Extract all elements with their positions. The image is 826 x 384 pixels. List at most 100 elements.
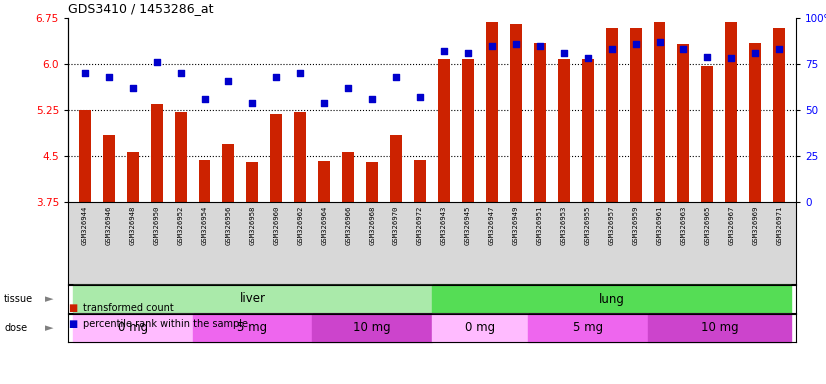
Bar <box>270 114 282 202</box>
Text: GDS3410 / 1453286_at: GDS3410 / 1453286_at <box>68 2 213 15</box>
Text: GSM326953: GSM326953 <box>561 206 567 245</box>
Text: GSM326955: GSM326955 <box>585 206 591 245</box>
Bar <box>102 134 115 202</box>
Bar <box>192 314 312 342</box>
Bar <box>366 162 378 202</box>
Point <box>390 74 403 80</box>
Bar <box>73 314 192 342</box>
Point <box>294 70 307 76</box>
Bar <box>390 134 402 202</box>
Text: GSM326963: GSM326963 <box>681 206 686 245</box>
Point <box>700 54 714 60</box>
Text: GSM326962: GSM326962 <box>297 206 303 245</box>
Text: GSM326943: GSM326943 <box>441 206 447 245</box>
Text: GSM326969: GSM326969 <box>752 206 758 245</box>
Text: dose: dose <box>4 323 27 333</box>
Bar <box>605 28 618 202</box>
Text: 10 mg: 10 mg <box>700 321 738 334</box>
Bar <box>653 22 666 202</box>
Point <box>676 46 690 52</box>
Text: GSM326964: GSM326964 <box>321 206 327 245</box>
Bar <box>749 43 762 202</box>
Bar <box>126 152 139 202</box>
Text: GSM326945: GSM326945 <box>465 206 471 245</box>
Point <box>461 50 474 56</box>
Bar <box>558 59 570 202</box>
Point <box>270 74 283 80</box>
Text: 5 mg: 5 mg <box>572 321 603 334</box>
Text: ■: ■ <box>68 303 78 313</box>
Text: GSM326972: GSM326972 <box>417 206 423 245</box>
Text: liver: liver <box>240 293 265 306</box>
Text: ■: ■ <box>68 319 78 329</box>
Bar <box>510 24 522 202</box>
Text: GSM326971: GSM326971 <box>776 206 782 245</box>
Text: GSM326958: GSM326958 <box>249 206 255 245</box>
Point <box>126 85 140 91</box>
Text: 10 mg: 10 mg <box>354 321 391 334</box>
Point <box>653 39 666 45</box>
Point <box>366 96 379 102</box>
Point <box>78 70 92 76</box>
Point <box>557 50 570 56</box>
Text: GSM326946: GSM326946 <box>106 206 112 245</box>
Text: percentile rank within the sample: percentile rank within the sample <box>83 319 248 329</box>
Text: transformed count: transformed count <box>83 303 173 313</box>
Bar <box>246 162 259 202</box>
Text: GSM326950: GSM326950 <box>154 206 159 245</box>
Point <box>174 70 188 76</box>
Bar <box>312 314 432 342</box>
Text: GSM326944: GSM326944 <box>82 206 88 245</box>
Bar <box>725 22 738 202</box>
Point <box>629 41 642 47</box>
Bar <box>534 43 546 202</box>
Text: GSM326952: GSM326952 <box>178 206 183 245</box>
Text: 5 mg: 5 mg <box>237 321 268 334</box>
Text: GSM326957: GSM326957 <box>609 206 615 245</box>
Text: GSM326951: GSM326951 <box>537 206 543 245</box>
Bar <box>150 104 163 202</box>
Text: GSM326956: GSM326956 <box>225 206 231 245</box>
Bar <box>222 144 235 202</box>
Bar <box>318 161 330 202</box>
Bar <box>701 66 714 202</box>
Point <box>246 99 259 106</box>
Point <box>724 55 738 61</box>
Bar <box>773 28 786 202</box>
Point <box>150 59 164 65</box>
Text: GSM326954: GSM326954 <box>202 206 207 245</box>
Bar <box>198 160 211 202</box>
Text: GSM326948: GSM326948 <box>130 206 135 245</box>
Bar <box>73 285 432 313</box>
Point <box>509 41 522 47</box>
Point <box>605 46 618 52</box>
Point <box>222 78 235 84</box>
Bar <box>582 59 594 202</box>
Text: 0 mg: 0 mg <box>465 321 495 334</box>
Text: ►: ► <box>45 294 54 304</box>
Text: GSM326961: GSM326961 <box>657 206 662 245</box>
Text: 0 mg: 0 mg <box>117 321 148 334</box>
Bar <box>432 314 528 342</box>
Text: GSM326960: GSM326960 <box>273 206 279 245</box>
Bar <box>486 22 498 202</box>
Text: tissue: tissue <box>4 294 33 304</box>
Point <box>437 48 450 54</box>
Text: GSM326966: GSM326966 <box>345 206 351 245</box>
Bar <box>414 160 426 202</box>
Text: GSM326965: GSM326965 <box>705 206 710 245</box>
Point <box>102 74 116 80</box>
Point <box>318 99 331 106</box>
Text: GSM326947: GSM326947 <box>489 206 495 245</box>
Bar <box>528 314 648 342</box>
Text: GSM326959: GSM326959 <box>633 206 638 245</box>
Point <box>533 43 546 49</box>
Point <box>414 94 427 100</box>
Bar <box>629 28 642 202</box>
Bar <box>677 45 690 202</box>
Text: GSM326949: GSM326949 <box>513 206 519 245</box>
Text: GSM326968: GSM326968 <box>369 206 375 245</box>
Point <box>198 96 211 102</box>
Point <box>748 50 762 56</box>
Bar <box>78 110 91 202</box>
